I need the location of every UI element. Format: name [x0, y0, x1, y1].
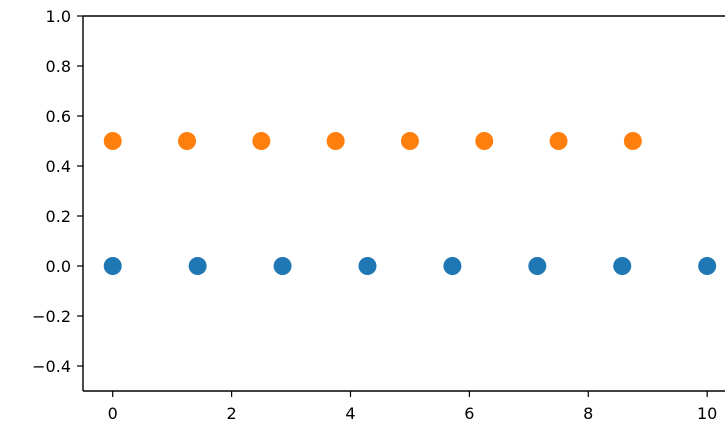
series-0-point [443, 257, 462, 275]
y-tick-label: 0.8 [46, 57, 71, 76]
x-tick-label: 10 [697, 404, 717, 423]
y-tick-label: 0.0 [46, 257, 71, 276]
y-tick-label: 0.6 [46, 107, 71, 126]
series-0-point [103, 257, 122, 275]
series-0-point [528, 257, 547, 275]
y-tick-label: −0.2 [32, 307, 71, 326]
y-tick-label: 0.2 [46, 207, 71, 226]
series-0-point [613, 257, 632, 275]
series-0-point [698, 257, 717, 275]
series-1-point [252, 132, 271, 150]
y-tick-label: 1.0 [46, 7, 71, 26]
y-tick-label: 0.4 [46, 157, 71, 176]
series-0-point [188, 257, 207, 275]
series-1-point [178, 132, 197, 150]
x-tick-label: 0 [108, 404, 118, 423]
series-1-point [623, 132, 642, 150]
axes: 0 2 4 6 8 10 −0.4 −0.2 0.0 0.2 0.4 0.6 0.8 1.0 [32, 7, 725, 423]
series-1-point [400, 132, 419, 150]
y-tick-label: −0.4 [32, 357, 71, 376]
series-1-point [103, 132, 122, 150]
series-0-point [273, 257, 292, 275]
series-1-point [475, 132, 494, 150]
series-0-point [358, 257, 377, 275]
series-1-point [326, 132, 345, 150]
data-points [103, 132, 717, 275]
x-tick-label: 4 [345, 404, 355, 423]
x-tick-label: 6 [464, 404, 474, 423]
series-1-point [549, 132, 568, 150]
x-tick-label: 8 [583, 404, 593, 423]
x-tick-label: 2 [227, 404, 237, 423]
